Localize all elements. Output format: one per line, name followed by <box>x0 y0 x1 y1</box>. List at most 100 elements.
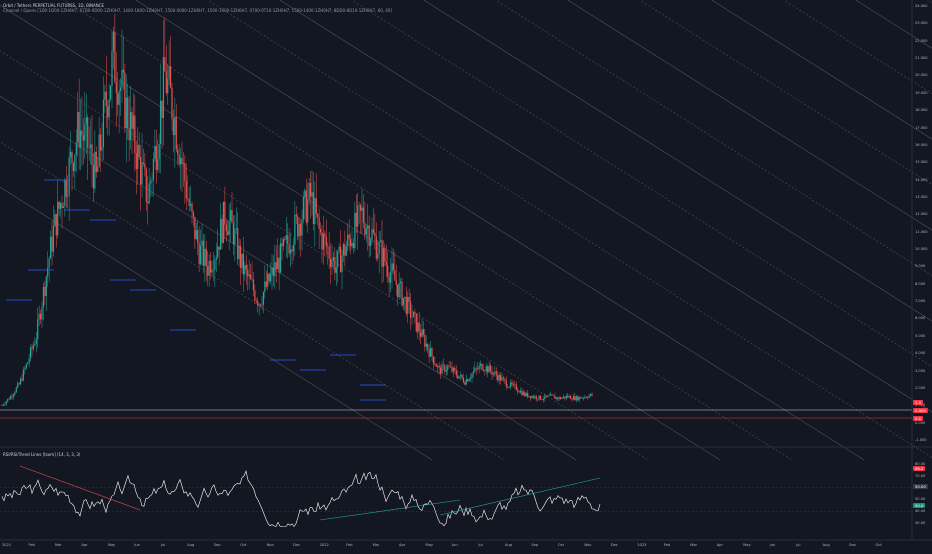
channel-line <box>423 0 932 322</box>
candle-body <box>94 151 96 189</box>
candle-body <box>385 261 387 266</box>
candle-body <box>161 100 163 119</box>
candle-body <box>59 203 62 209</box>
candle-body <box>318 216 320 229</box>
candle-body <box>364 222 366 235</box>
candle-body <box>285 235 287 240</box>
candle-body <box>14 392 16 395</box>
candle-body <box>461 374 463 378</box>
candle-body <box>455 370 457 376</box>
time-axis-label: Feb <box>28 543 35 547</box>
candle-body <box>91 144 93 165</box>
candle-body <box>432 356 435 364</box>
candle-body <box>411 316 413 318</box>
price-axis-label: 6.000 <box>915 316 926 321</box>
channel-line <box>63 0 793 461</box>
time-axis-label: Aug <box>504 543 512 547</box>
time-axis-label: Apr <box>81 543 88 547</box>
candle-body <box>85 117 87 125</box>
candle-body <box>565 396 567 399</box>
channel-line <box>783 0 932 95</box>
candle-body <box>322 233 325 250</box>
price-axis-label: 5.000 <box>915 333 926 338</box>
candle-body <box>332 257 335 261</box>
candle-body <box>274 262 276 277</box>
candle-body <box>394 269 396 281</box>
oscillator-tag: 50.00 <box>913 484 928 489</box>
candle-body <box>419 332 422 337</box>
price-axis-label: 17.000 <box>915 125 928 130</box>
candle-body <box>539 395 542 400</box>
candle-body <box>542 399 545 400</box>
candle-body <box>64 180 66 207</box>
candle-body <box>55 214 57 236</box>
candle-body <box>124 72 126 129</box>
price-axis-label: 13.000 <box>915 194 928 199</box>
candle-body <box>189 203 192 206</box>
candle-body <box>518 391 520 393</box>
price-axis-label: 12.000 <box>915 212 928 217</box>
candle-body <box>184 163 186 182</box>
time-axis-label: Oct <box>557 543 565 547</box>
candle-body <box>177 149 179 155</box>
candle-body <box>67 195 69 197</box>
candle-body <box>81 130 83 136</box>
candle-body <box>397 284 399 298</box>
oscillator-legend: RSI/RSI/Trend Lines [tsom] (14, 3, 3, 3) <box>3 452 81 457</box>
candle-body <box>564 396 566 399</box>
price-tag: 0.0 <box>913 416 924 421</box>
candle-body <box>151 179 153 182</box>
candle-body <box>44 286 46 297</box>
candle-body <box>574 396 576 401</box>
candle-body <box>389 272 392 283</box>
candle-body <box>175 117 177 150</box>
price-axis-label: 18.000 <box>915 108 928 113</box>
candle-body <box>171 87 173 119</box>
candle-body <box>108 99 110 118</box>
candle-body <box>575 396 577 401</box>
channel-line <box>207 0 932 458</box>
candle-body <box>548 395 550 397</box>
candle-body <box>152 158 155 180</box>
candle-body <box>399 281 402 284</box>
candle-body <box>497 375 499 381</box>
candle-body <box>47 267 49 277</box>
candle-body <box>329 258 332 267</box>
candle-body <box>398 283 400 298</box>
candle-body <box>147 201 149 204</box>
candle-body <box>7 398 9 402</box>
candle-body <box>222 201 225 243</box>
candle-body <box>159 100 162 145</box>
candle-body <box>504 378 506 381</box>
price-axis-label: 10.000 <box>915 247 928 252</box>
oscillator-tag: 50.0 <box>913 503 926 508</box>
candle-body <box>309 182 312 197</box>
candle-body <box>384 248 386 262</box>
candle-body <box>368 225 370 246</box>
candles <box>1 13 593 407</box>
candle-body <box>421 329 423 337</box>
channel-line <box>0 4 721 461</box>
candle-body <box>479 363 482 366</box>
time-axis-label: Dec <box>610 543 618 547</box>
candle-body <box>232 223 235 245</box>
candle-body <box>338 246 340 252</box>
candle-body <box>38 313 40 320</box>
candle-body <box>45 276 47 297</box>
candle-body <box>517 389 519 392</box>
candle-body <box>292 244 295 252</box>
candle-body <box>148 183 150 204</box>
candle-body <box>265 281 267 287</box>
channel-line <box>711 0 932 140</box>
candle-body <box>11 396 13 397</box>
candle-body <box>568 395 570 398</box>
candle-body <box>92 164 95 189</box>
candle-body <box>549 394 552 396</box>
candle-body <box>181 157 183 165</box>
candle-body <box>308 182 310 200</box>
candle-body <box>528 396 530 398</box>
rsi-trend-line <box>19 465 141 511</box>
candle-body <box>302 197 305 220</box>
